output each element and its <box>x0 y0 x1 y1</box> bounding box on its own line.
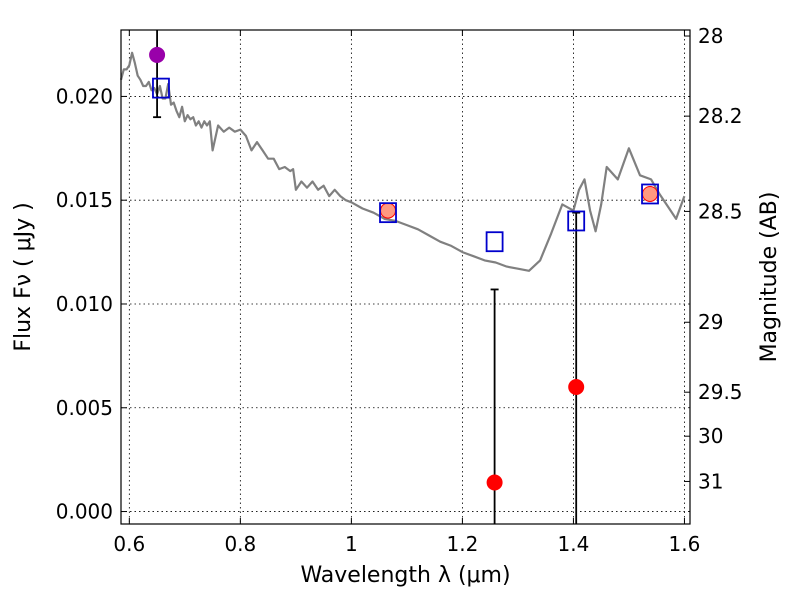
y-tick-label-1: 0.005 <box>56 396 113 420</box>
model-spectrum <box>119 51 686 272</box>
y2-tick-label-4: 29.5 <box>698 380 743 404</box>
y2-tick-label-2: 28.5 <box>698 199 743 223</box>
spectrum-line <box>119 51 686 272</box>
y-tick-label-0: 0.000 <box>56 500 113 524</box>
observed-point-2 <box>486 474 503 491</box>
y2-tick-label-3: 29 <box>698 310 723 334</box>
x-tick-label-5: 1.6 <box>669 532 701 556</box>
axis-ticks: 0.6 0.8 1 1.2 1.4 1.6 0.000 0.005 0.010 0.015 0.02… <box>56 24 743 556</box>
model-photometry-square-1 <box>379 202 397 224</box>
y-tick-label-2: 0.010 <box>56 292 113 316</box>
observed-point-1 <box>380 202 397 219</box>
model-photometry-square-3 <box>567 210 586 232</box>
x-tick-label-1: 0.8 <box>224 532 256 556</box>
y2-tick-label-5: 30 <box>698 424 723 448</box>
x-tick-label-4: 1.4 <box>558 532 590 556</box>
y2-tick-label-1: 28.2 <box>698 104 743 128</box>
x-tick-label-3: 1.2 <box>446 532 478 556</box>
x-axis-label: Wavelength λ (μm) <box>300 563 510 588</box>
observed-point-4 <box>642 185 659 202</box>
y2-tick-label-6: 31 <box>698 469 723 493</box>
model-photometry-square-2 <box>485 231 504 253</box>
y-axis-label: Flux Fν ( μJy ) <box>11 202 36 351</box>
observed-points <box>149 46 659 491</box>
plot-frame <box>120 29 691 525</box>
model-photometry-square-4 <box>641 183 659 205</box>
y-tick-label-3: 0.015 <box>56 188 113 212</box>
error-bars <box>153 30 581 524</box>
model-photometry-square-0 <box>152 77 170 99</box>
y2-axis-label: Magnitude (AB) <box>757 192 782 363</box>
y-tick-label-4: 0.020 <box>56 84 113 108</box>
y2-tick-label-0: 28 <box>698 24 723 48</box>
x-tick-label-2: 1 <box>345 532 358 556</box>
model-photometry <box>152 77 659 253</box>
x-tick-label-0: 0.6 <box>113 532 145 556</box>
observed-point-3 <box>568 379 585 396</box>
observed-point-0 <box>149 46 166 63</box>
grid-lines <box>121 30 690 524</box>
